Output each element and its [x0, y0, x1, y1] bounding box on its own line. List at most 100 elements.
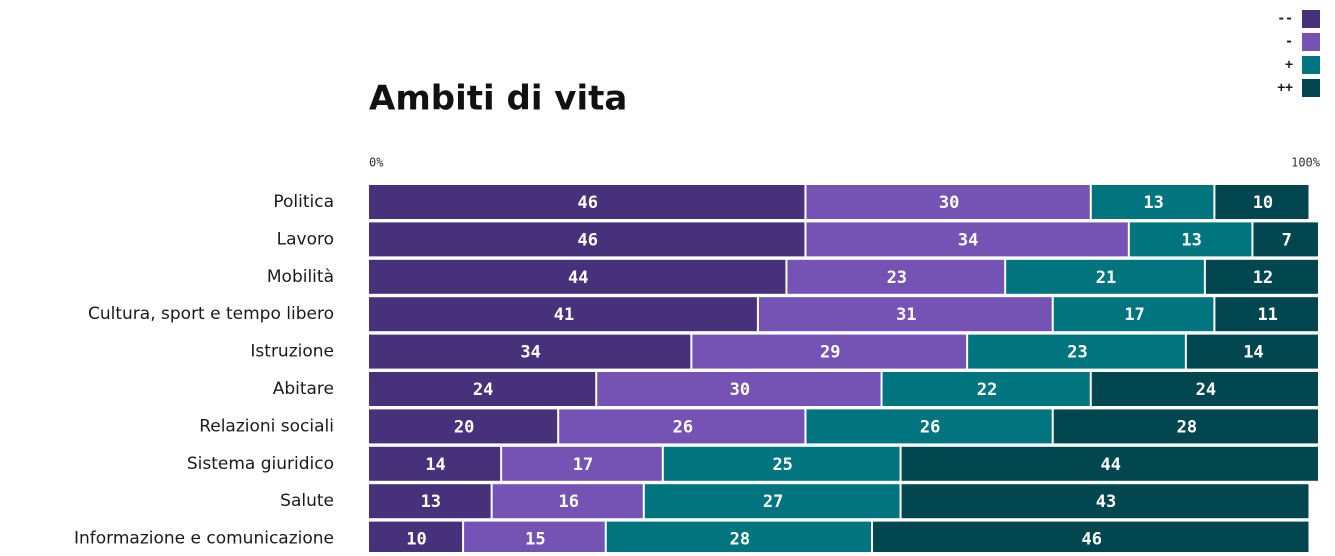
value-label: 14: [425, 455, 445, 475]
bar-segment: [369, 521, 463, 556]
value-label: 25: [772, 455, 792, 475]
bar-segment: [1091, 372, 1318, 406]
value-label: 27: [763, 492, 783, 512]
value-label: 28: [730, 530, 750, 550]
legend-swatch: [1302, 79, 1320, 97]
value-label: 17: [573, 455, 593, 475]
value-label: 11: [1257, 305, 1277, 325]
bar-segment: [1053, 297, 1214, 332]
bar-segment: [787, 259, 1005, 294]
value-label: 7: [1282, 230, 1292, 250]
bar-segment: [606, 521, 872, 556]
legend-swatch: [1302, 56, 1320, 74]
bar-segment: [968, 334, 1185, 369]
bar-segment: [369, 446, 501, 481]
value-label: 23: [1067, 343, 1087, 363]
value-label: 24: [473, 380, 493, 400]
legend-swatch: [1302, 33, 1320, 51]
bar-segment: [369, 409, 558, 444]
bar-segment: [492, 484, 643, 519]
bar-segment: [873, 521, 1309, 556]
value-label: 23: [887, 268, 907, 288]
value-label: 46: [577, 193, 597, 213]
bar-segment: [1006, 259, 1204, 294]
value-label: 24: [1196, 380, 1216, 400]
value-label: 21: [1096, 268, 1116, 288]
value-label: 28: [1177, 417, 1197, 437]
bar-segment: [806, 409, 1052, 444]
value-label: 15: [525, 530, 545, 550]
bar-segment: [559, 409, 805, 444]
value-label: 34: [520, 343, 540, 363]
x-tick-label: 0%: [369, 156, 384, 170]
value-label: 17: [1124, 305, 1144, 325]
value-label: 44: [568, 268, 588, 288]
bar-segment: [1215, 185, 1309, 219]
bar-segment: [1253, 222, 1318, 257]
value-label: 43: [1096, 492, 1116, 512]
bar-segment: [1129, 222, 1252, 257]
value-label: 10: [1253, 193, 1273, 213]
value-label: 46: [1082, 530, 1102, 550]
x-tick-label: 100%: [1291, 156, 1321, 170]
bar-segment: [369, 334, 691, 369]
legend-label: ++: [1277, 81, 1293, 96]
value-label: 26: [920, 417, 940, 437]
value-label: 16: [558, 492, 578, 512]
bar-segment: [1205, 259, 1318, 294]
value-label: 20: [454, 417, 474, 437]
value-label: 29: [820, 343, 840, 363]
bar-segment: [806, 222, 1128, 257]
value-label: 22: [977, 380, 997, 400]
category-label: Informazione e comunicazione: [74, 529, 334, 549]
bar-segment: [882, 372, 1090, 406]
bar-segment: [369, 297, 757, 332]
bar-segment: [1091, 185, 1214, 219]
value-label: 44: [1101, 455, 1121, 475]
value-label: 14: [1243, 343, 1263, 363]
value-label: 34: [958, 230, 978, 250]
bar-segment: [369, 259, 786, 294]
value-label: 26: [673, 417, 693, 437]
legend-label: +: [1285, 58, 1293, 73]
bar-segment: [758, 297, 1052, 332]
bar-segment: [464, 521, 605, 556]
category-label: Istruzione: [250, 342, 334, 362]
bar-segment: [502, 446, 662, 481]
bar-segment: [597, 372, 881, 406]
category-label: Mobilità: [267, 267, 334, 287]
bar-segment: [663, 446, 900, 481]
bar-segment: [369, 372, 596, 406]
category-label: Relazioni sociali: [199, 416, 334, 436]
category-label: Abitare: [273, 379, 334, 399]
category-label: Sistema giuridico: [187, 454, 334, 474]
category-label: Salute: [280, 491, 334, 511]
value-label: 13: [421, 492, 441, 512]
bar-segment: [1215, 297, 1318, 332]
bar-segment: [692, 334, 967, 369]
legend-label: -: [1285, 35, 1293, 50]
category-label: Lavoro: [277, 229, 334, 249]
value-label: 13: [1143, 193, 1163, 213]
bar-segment: [369, 484, 491, 519]
bar-segment: [806, 185, 1090, 219]
chart-title: Ambiti di vita: [369, 79, 627, 119]
legend-swatch: [1302, 10, 1320, 28]
value-label: 46: [577, 230, 597, 250]
value-label: 30: [939, 193, 959, 213]
bar-segment: [369, 185, 805, 219]
category-label: Cultura, sport e tempo libero: [88, 304, 334, 324]
value-label: 41: [554, 305, 574, 325]
value-label: 30: [730, 380, 750, 400]
bar-segment: [1186, 334, 1318, 369]
bar-segment: [369, 222, 805, 257]
legend-label: --: [1277, 12, 1293, 27]
value-label: 12: [1253, 268, 1273, 288]
value-label: 31: [896, 305, 916, 325]
bar-segment: [644, 484, 900, 519]
bar-segment: [1053, 409, 1318, 444]
bar-segment: [901, 484, 1309, 519]
value-label: 13: [1181, 230, 1201, 250]
bar-segment: [901, 446, 1318, 481]
